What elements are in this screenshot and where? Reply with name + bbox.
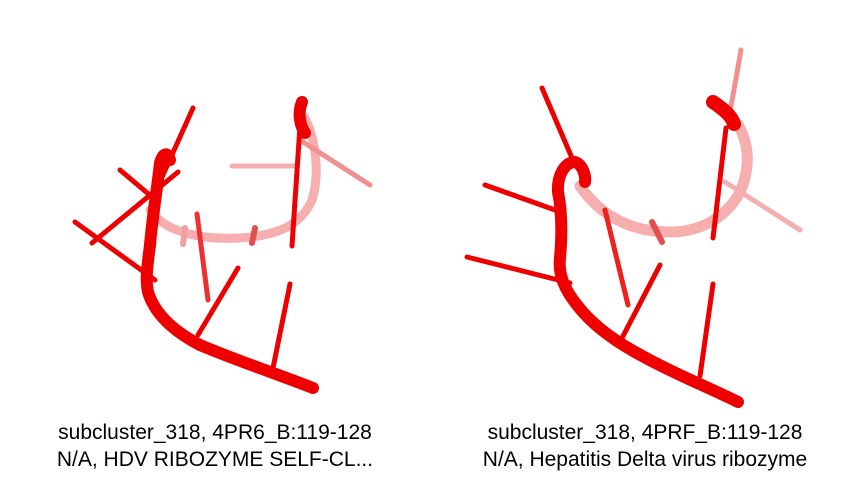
rna-base-sticks-faded-left (180, 137, 373, 303)
rna-base-sticks-faded-right (602, 47, 803, 308)
structure-panel-right: subcluster_318, 4PRF_B:119-128 N/A, Hepa… (430, 0, 860, 480)
caption-subtitle-right: N/A, Hepatitis Delta virus ribozyme (482, 448, 808, 471)
structure-panel-left: subcluster_318, 4PR6_B:119-128 N/A, HDV … (56, 96, 374, 471)
rna-backbone-right (551, 95, 744, 408)
rna-cartoon-right (464, 47, 803, 408)
caption-title-left: subcluster_318, 4PR6_B:119-128 (58, 421, 372, 444)
rna-base-sticks-right (464, 85, 729, 379)
rna-base-sticks-left (72, 105, 303, 371)
caption-title-right: subcluster_318, 4PRF_B:119-128 (487, 421, 803, 444)
rna-backbone-faded-right (574, 119, 753, 238)
rna-cartoon-left (72, 96, 373, 394)
caption-subtitle-left: N/A, HDV RIBOZYME SELF-CL... (56, 448, 374, 471)
rna-backbone-left (140, 96, 319, 394)
